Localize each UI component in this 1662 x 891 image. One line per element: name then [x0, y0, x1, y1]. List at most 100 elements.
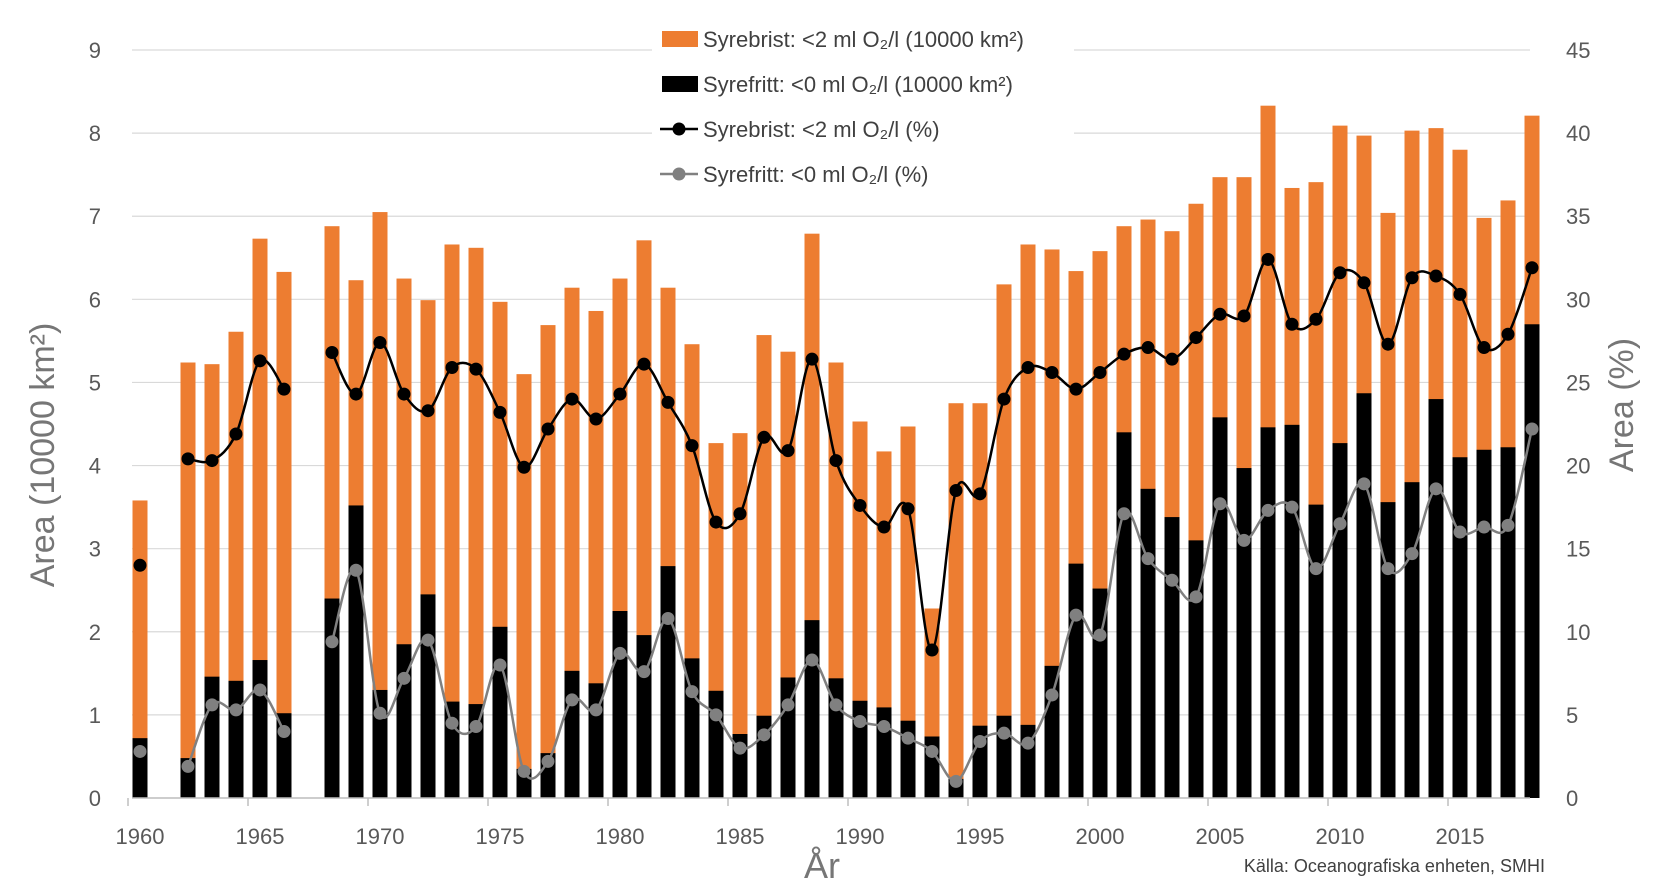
bar-syrefritt-area	[372, 689, 388, 798]
point-syrebrist-percent	[1141, 341, 1155, 355]
x-tick-label: 1980	[596, 824, 645, 849]
bar-syrebrist-area	[732, 433, 748, 798]
y-tick-label-left: 5	[89, 370, 101, 395]
bar-syrefritt-area	[1212, 417, 1228, 798]
point-syrefritt-percent	[781, 698, 795, 712]
x-tick-label: 1990	[836, 824, 885, 849]
y-tick-label-right: 20	[1566, 454, 1590, 479]
bar-syrefritt-area	[1164, 517, 1180, 798]
point-syrefritt-percent	[1045, 688, 1059, 702]
point-syrebrist-percent	[901, 502, 915, 516]
point-syrebrist-percent	[1333, 266, 1347, 280]
point-syrebrist-percent	[1357, 276, 1371, 290]
y-tick-label-left: 4	[89, 454, 101, 479]
bar-syrefritt-area	[348, 505, 364, 798]
bar-syrefritt-area	[1188, 540, 1204, 798]
bar-syrefritt-area	[1380, 502, 1396, 798]
point-syrefritt-percent	[1069, 608, 1083, 622]
bar-syrefritt-area	[1332, 443, 1348, 798]
point-syrebrist-percent	[1069, 382, 1083, 396]
y-tick-label-left: 1	[89, 703, 101, 728]
point-syrebrist-percent	[181, 452, 195, 466]
bar-syrebrist-area	[588, 310, 604, 798]
y-tick-label-right: 25	[1566, 370, 1590, 395]
point-syrebrist-percent	[1501, 327, 1515, 341]
bar-syrefritt-area	[1044, 665, 1060, 798]
point-syrefritt-percent	[1213, 497, 1227, 511]
point-syrefritt-percent	[493, 658, 507, 672]
bar-syrebrist-area	[756, 335, 772, 798]
bar-syrefritt-area	[1356, 393, 1372, 798]
point-syrefritt-percent	[469, 720, 483, 734]
point-syrefritt-percent	[661, 611, 675, 625]
point-syrebrist-percent	[781, 444, 795, 458]
point-syrebrist-percent	[1237, 309, 1251, 323]
point-syrebrist-percent	[205, 454, 219, 468]
point-syrebrist-percent	[421, 404, 435, 418]
bar-syrefritt-area	[1308, 504, 1324, 798]
point-syrebrist-percent	[661, 395, 675, 409]
point-syrebrist-percent	[1309, 312, 1323, 326]
point-syrefritt-percent	[1429, 482, 1443, 496]
bar-syrefritt-area	[660, 566, 676, 798]
legend-label: Syrefritt: <0 ml O₂/l (%)	[703, 162, 929, 187]
bar-syrefritt-area	[252, 660, 268, 798]
bar-syrefritt-area	[1284, 424, 1300, 798]
point-syrebrist-percent	[1093, 365, 1107, 379]
point-syrefritt-percent	[925, 744, 939, 758]
bar-syrefritt-area	[1524, 324, 1540, 798]
bar-syrefritt-area	[204, 676, 220, 798]
x-tick-label: 2005	[1196, 824, 1245, 849]
legend-label: Syrebrist: <2 ml O₂/l (%)	[703, 117, 940, 142]
bar-syrebrist-area	[1020, 244, 1036, 799]
y-tick-label-right: 10	[1566, 620, 1590, 645]
point-syrebrist-percent	[709, 515, 723, 529]
point-syrefritt-percent	[997, 726, 1011, 740]
point-syrebrist-percent	[925, 643, 939, 657]
y-tick-label-left: 8	[89, 121, 101, 146]
point-syrebrist-percent	[1213, 307, 1227, 321]
bar-syrefritt-area	[444, 701, 460, 798]
point-syrebrist-percent	[541, 422, 555, 436]
bar-syrefritt-area	[420, 594, 436, 798]
bar-syrefritt-area	[1428, 399, 1444, 798]
point-syrefritt-percent	[565, 693, 579, 707]
point-syrefritt-percent	[1261, 503, 1275, 517]
legend-background	[652, 20, 1074, 192]
point-syrefritt-percent	[1405, 547, 1419, 561]
bar-syrefritt-area	[1140, 488, 1156, 798]
y-tick-label-right: 30	[1566, 287, 1590, 312]
point-syrefritt-percent	[517, 764, 531, 778]
point-syrefritt-percent	[1021, 736, 1035, 750]
point-syrebrist-percent	[829, 454, 843, 468]
point-syrebrist-percent	[133, 558, 147, 572]
point-syrebrist-percent	[733, 507, 747, 521]
bar-syrebrist-area	[276, 271, 292, 798]
point-syrebrist-percent	[853, 498, 867, 512]
point-syrebrist-percent	[277, 382, 291, 396]
bar-syrefritt-area	[1092, 588, 1108, 798]
point-syrebrist-percent	[1381, 337, 1395, 351]
point-syrefritt-percent	[949, 774, 963, 788]
point-syrebrist-percent	[1477, 341, 1491, 355]
bar-syrebrist-area	[948, 403, 964, 798]
x-tick-label: 1970	[356, 824, 405, 849]
bar-syrefritt-area	[1452, 457, 1468, 798]
point-syrefritt-percent	[421, 633, 435, 647]
point-syrebrist-percent	[493, 405, 507, 419]
y-tick-label-left: 2	[89, 620, 101, 645]
bar-series	[132, 105, 1540, 799]
bar-syrefritt-area	[468, 704, 484, 798]
line-series	[133, 252, 1539, 788]
point-syrefritt-percent	[373, 706, 387, 720]
x-tick-label: 2015	[1436, 824, 1485, 849]
point-syrefritt-percent	[589, 703, 603, 717]
x-axis-title: År	[804, 845, 840, 886]
point-syrebrist-percent	[325, 346, 339, 360]
bar-syrefritt-area	[804, 620, 820, 798]
point-syrefritt-percent	[853, 715, 867, 729]
point-syrefritt-percent	[757, 728, 771, 742]
bar-syrefritt-area	[708, 690, 724, 798]
point-syrebrist-percent	[1045, 365, 1059, 379]
point-syrebrist-percent	[373, 336, 387, 350]
